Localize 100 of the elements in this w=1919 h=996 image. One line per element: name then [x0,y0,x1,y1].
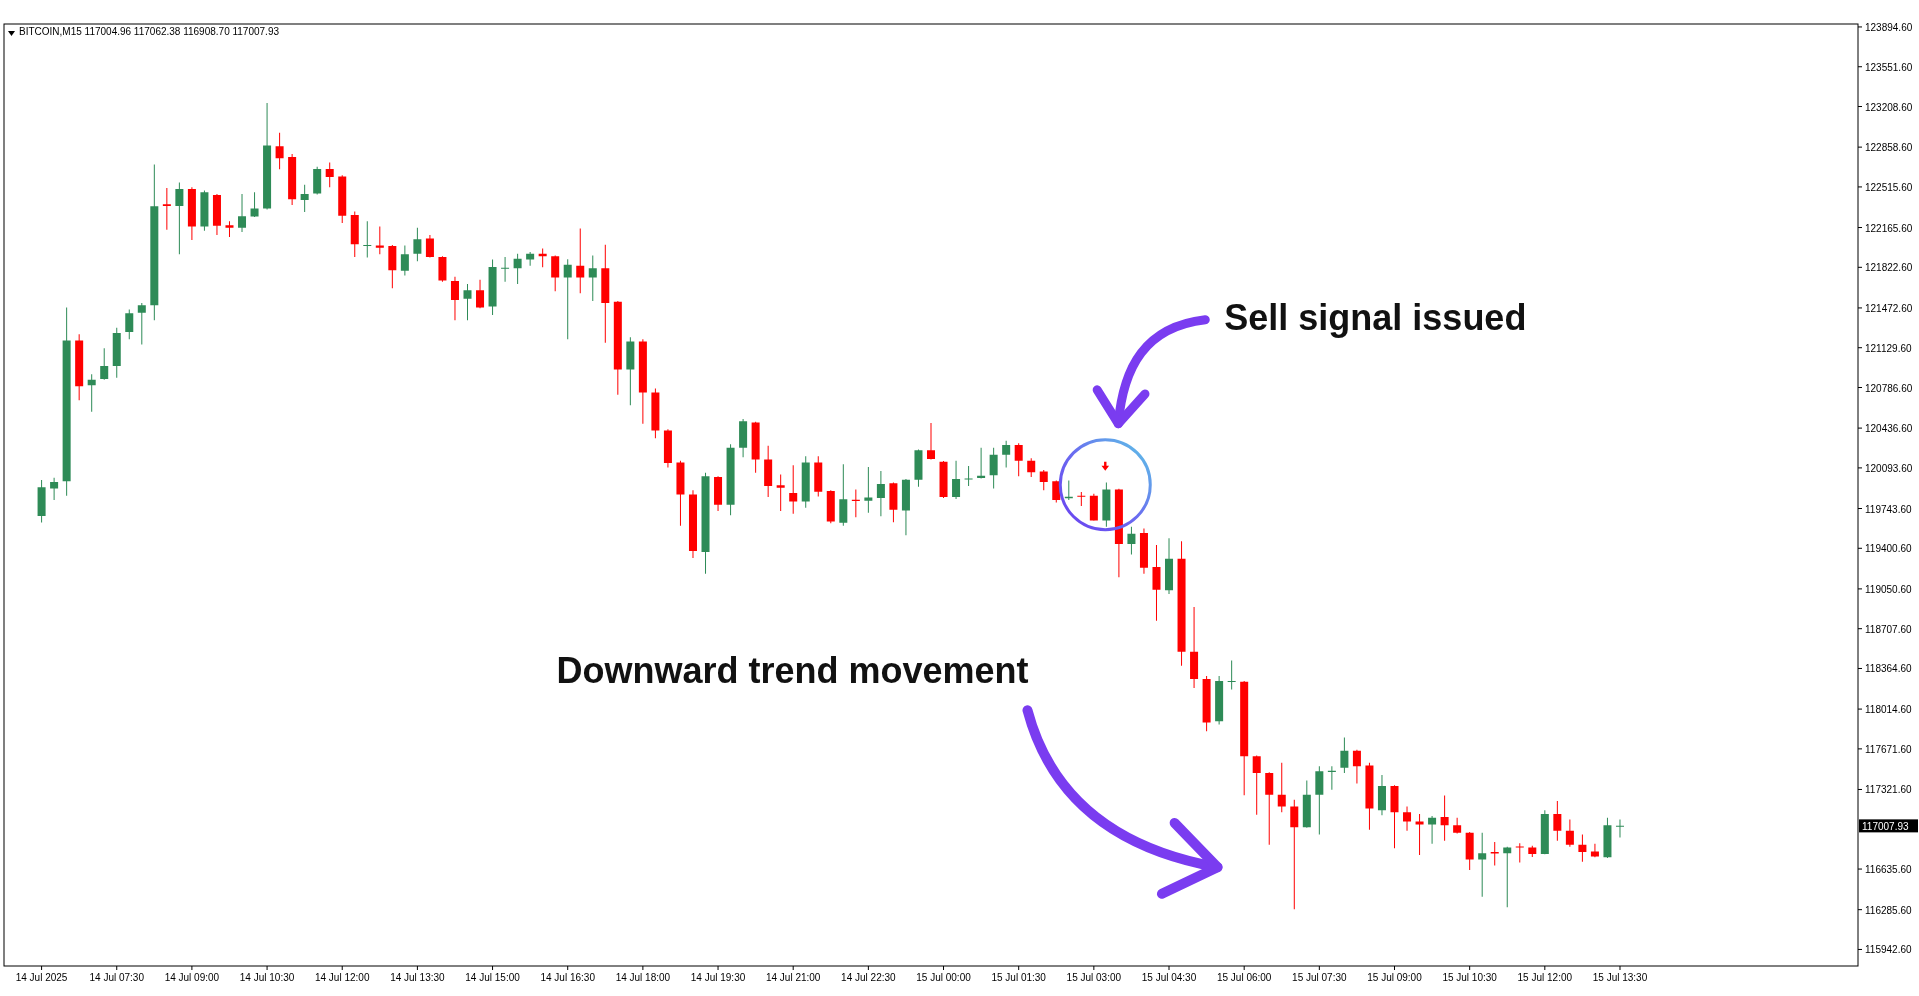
y-tick-label: 120436.60 [1865,422,1913,434]
y-tick-label: 121472.60 [1865,302,1913,314]
candlestick [964,465,973,487]
y-tick-label: 123551.60 [1865,61,1913,73]
candlestick [776,474,785,512]
candlestick [413,227,422,262]
y-tick-label: 121822.60 [1865,261,1913,273]
candlestick [1190,607,1199,689]
candlestick [300,184,309,212]
candlestick [400,245,409,276]
candlestick [175,182,184,255]
candlestick [1252,755,1261,815]
candlestick [1315,766,1324,835]
candlestick [1465,831,1474,870]
candlestick [137,303,146,345]
candlestick [739,418,748,458]
y-tick-label: 122858.60 [1865,141,1913,153]
candlestick [889,482,898,523]
candlestick [1440,795,1449,841]
candlestick [50,477,59,500]
candlestick [638,339,647,424]
candlestick [839,464,848,526]
x-tick-label: 14 Jul 15:00 [465,972,521,983]
candlestick [1490,841,1499,866]
candlestick [714,476,723,512]
y-tick-label: 117321.60 [1865,783,1912,795]
x-tick-label: 14 Jul 16:30 [540,972,596,983]
candlestick [1014,443,1023,477]
candlestick [125,309,134,340]
candlestick [1277,762,1286,813]
y-tick-label: 120786.60 [1865,382,1913,394]
y-tick-label: 119743.60 [1865,503,1912,514]
y-tick-label: 122515.60 [1865,181,1913,193]
x-tick-label: 14 Jul 18:00 [615,972,671,983]
y-tick-label: 118707.60 [1865,623,1912,635]
text: 117007.93 [1862,820,1909,832]
candlestick [1503,846,1512,908]
y-tick-label: 116285.60 [1865,904,1912,916]
y-tick-label: 122165.60 [1865,222,1913,234]
candlestick [926,423,936,460]
candlestick [814,456,823,497]
candlestick [952,460,961,499]
x-tick-label: 14 Jul 13:30 [390,972,446,983]
x-tick-label: 15 Jul 09:00 [1367,972,1423,983]
x-tick-label: 15 Jul 12:00 [1517,972,1573,983]
candlestick [1453,817,1462,834]
candlestick [676,460,685,526]
candlestick [526,251,535,266]
candlestick [1553,801,1562,841]
x-tick-label: 15 Jul 01:30 [991,972,1047,983]
candlestick [1077,491,1086,506]
y-tick-label: 118014.60 [1865,703,1912,715]
candlestick [601,244,610,343]
chart-title: BITCOIN,M15 117004.96 117062.38 116908.70 117007.93 [19,26,280,37]
candlestick [751,421,760,473]
y-tick-label: 118364.60 [1865,662,1912,674]
candlestick [250,192,259,218]
candlestick [1152,544,1161,621]
annotation: Sell signal issued [1224,296,1527,338]
y-tick-label: 120093.60 [1865,462,1913,474]
x-tick-label: 15 Jul 13:30 [1592,972,1648,983]
y-tick-label: 119050.60 [1865,583,1912,595]
annotation: Downward trend movement [556,649,1029,691]
y-tick-label: 123894.60 [1865,21,1913,33]
y-tick-label: 117671.60 [1865,743,1912,755]
candlestick [1265,772,1274,845]
candlestick [1415,814,1424,856]
candlestick [576,228,585,294]
x-tick-label: 15 Jul 00:00 [916,972,972,983]
candlestick [563,259,572,340]
candlestick [1590,843,1599,858]
candlestick [212,194,221,235]
x-tick-label: 14 Jul 09:00 [164,972,220,983]
candlestick [1615,819,1624,838]
candlestick [588,255,597,301]
candlestick [162,188,171,230]
x-tick-label: 15 Jul 07:30 [1292,972,1348,983]
candlestick [1390,785,1399,849]
x-tick-label: 15 Jul 03:00 [1066,972,1122,983]
x-tick-label: 15 Jul 10:30 [1442,972,1498,983]
x-tick-label: 14 Jul 19:30 [690,972,746,983]
candlestick [425,234,434,258]
candlestick [225,221,234,238]
candlestick [238,194,247,233]
candlestick [626,337,635,406]
candlestick [1290,799,1299,910]
x-tick-label: 15 Jul 06:00 [1216,972,1272,983]
candlestick [876,471,885,517]
y-tick-label: 123208.60 [1865,101,1913,113]
x-tick-label: 15 Jul 04:30 [1141,972,1197,983]
candlestick [1227,660,1236,690]
x-tick-label: 14 Jul 21:00 [765,972,821,983]
candlestick [363,221,372,258]
candlestick [375,226,384,255]
x-tick-label: 14 Jul 12:00 [314,972,370,983]
candlestick [1002,440,1011,468]
candlestick [1327,766,1336,790]
candlestick [1139,528,1148,574]
x-tick-label: 14 Jul 2025 [15,972,68,983]
candlestick [100,348,109,380]
